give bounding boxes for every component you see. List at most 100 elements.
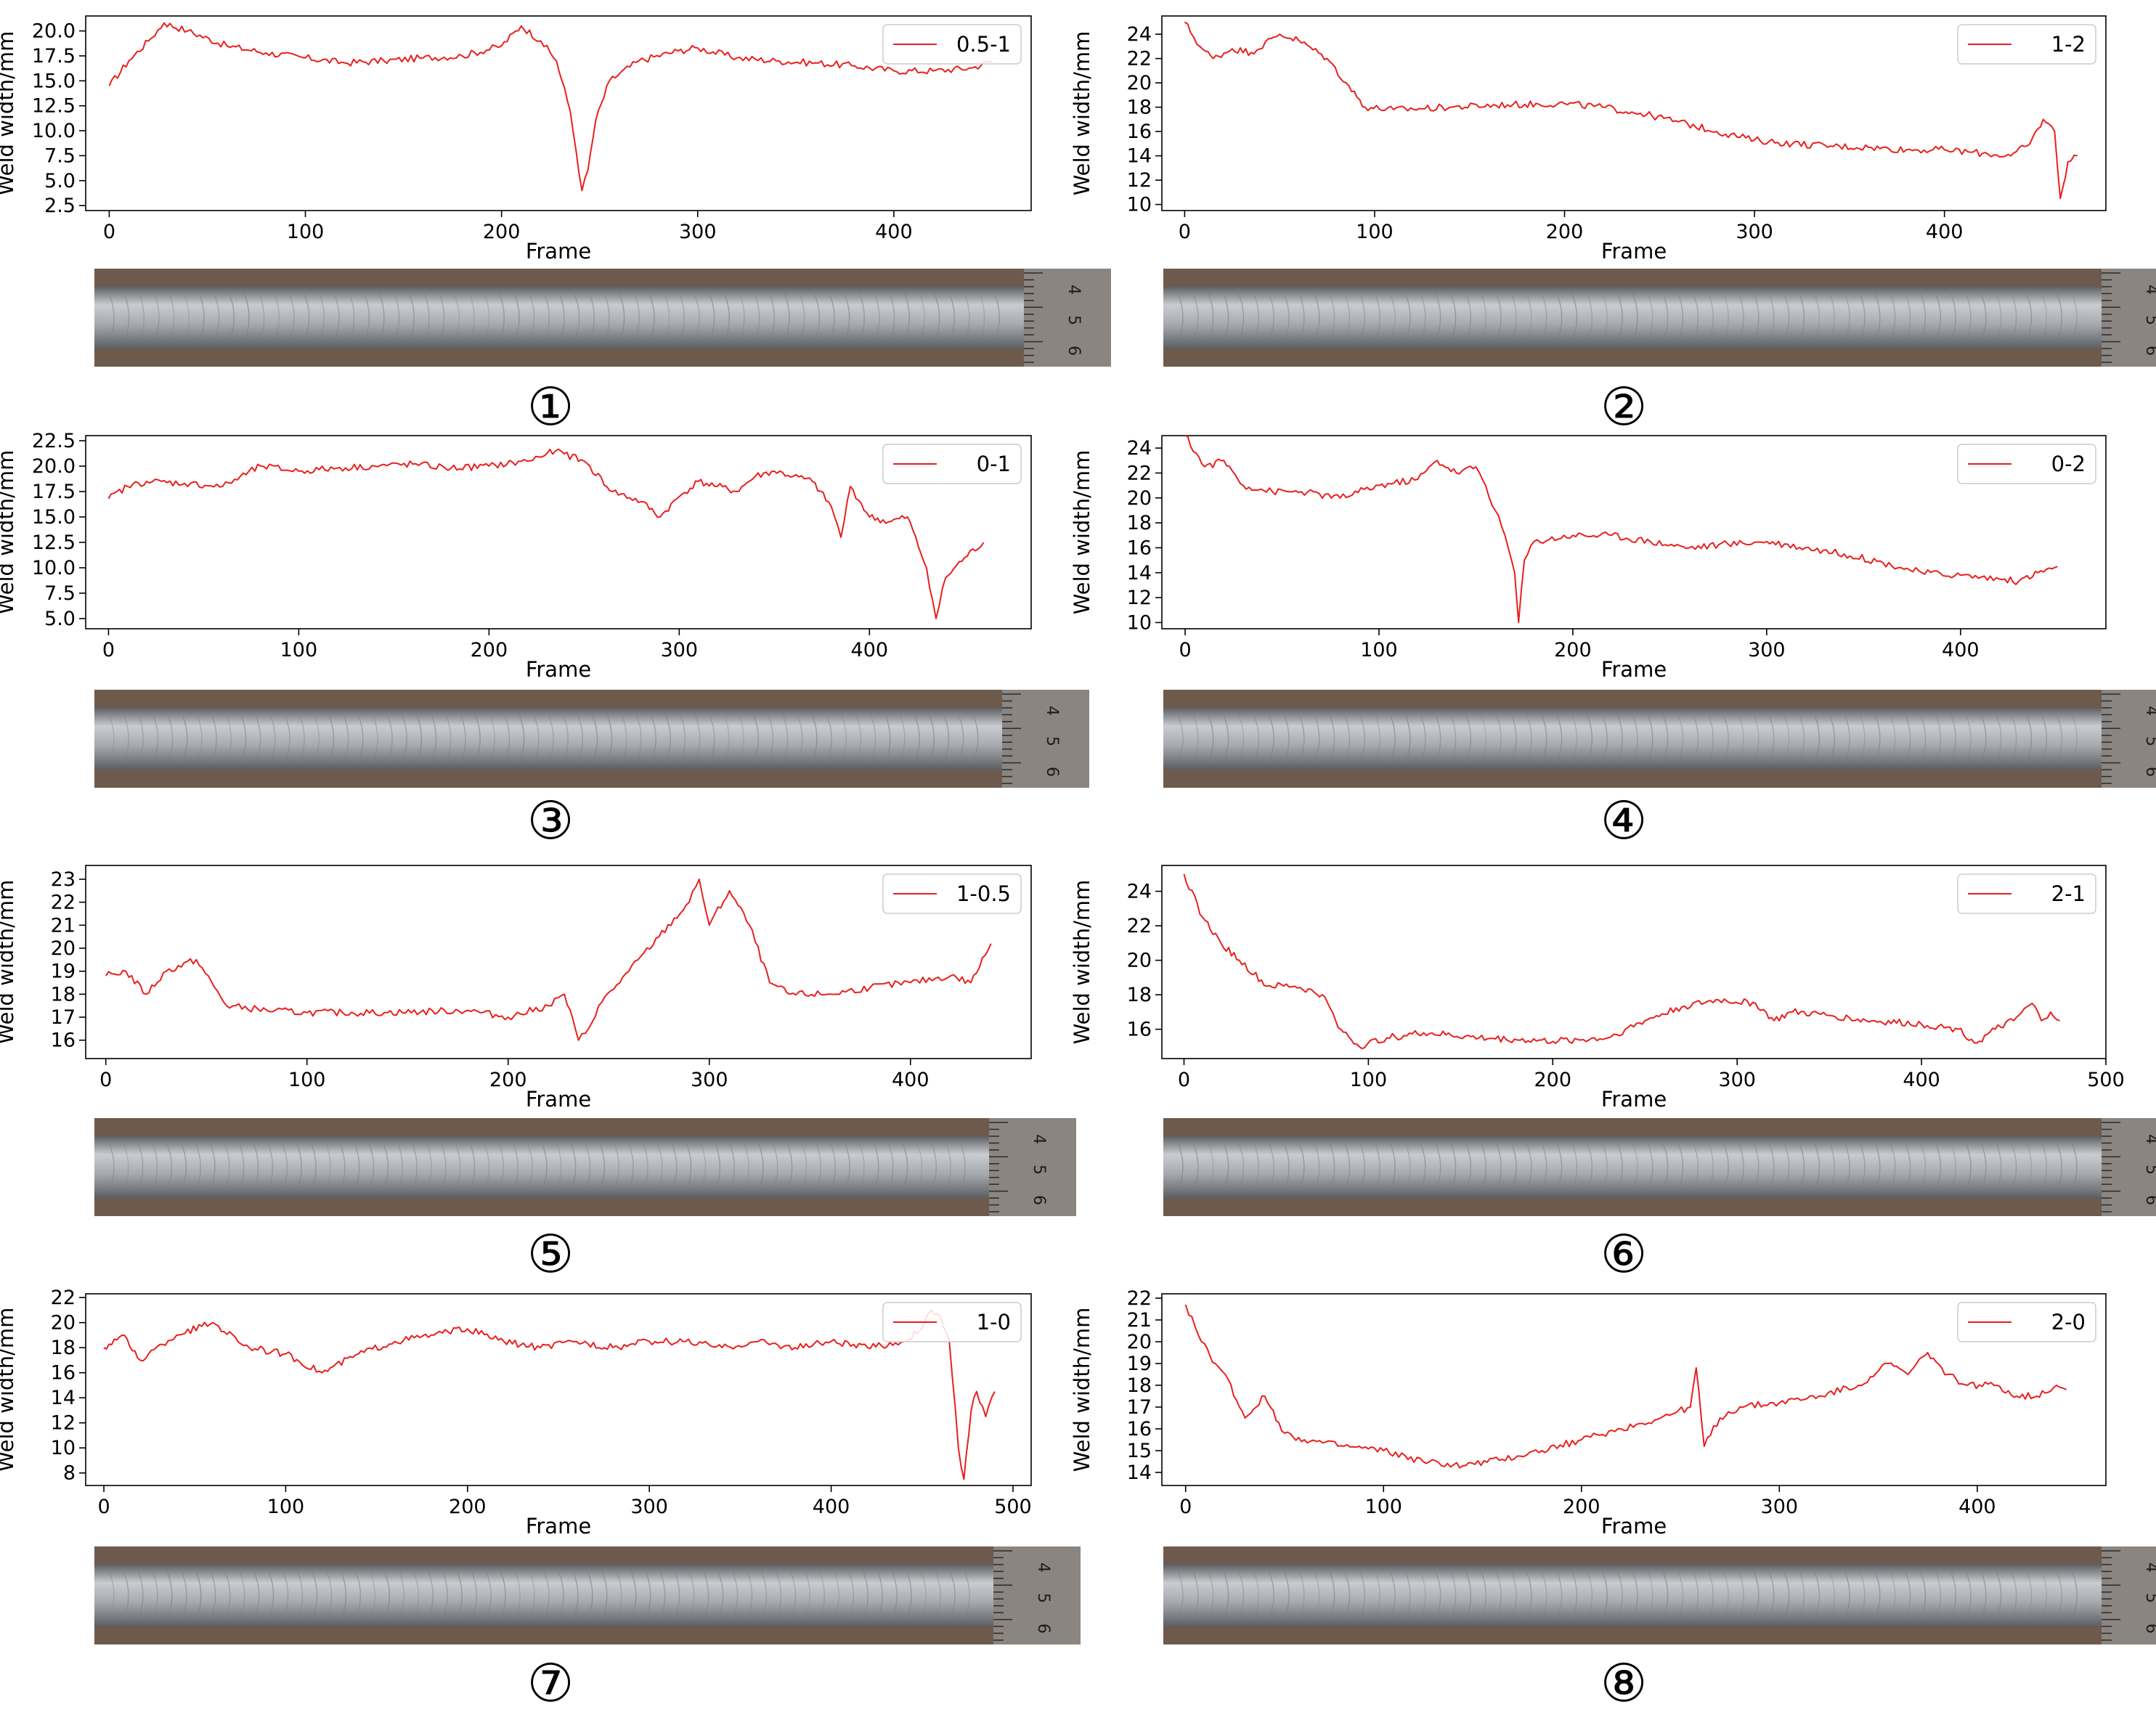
legend-box [882, 444, 1022, 484]
ruler-mark: 5 [2142, 1593, 2156, 1603]
x-axis-label: Frame [526, 1514, 591, 1538]
plot-frame [85, 435, 1032, 629]
y-tick-label: 16 [51, 1030, 76, 1052]
ruler-mark: 4 [1034, 1562, 1052, 1573]
y-tick-label: 18 [1127, 984, 1152, 1006]
y-tick-label: 16 [1127, 1418, 1152, 1440]
y-tick-label: 7.5 [44, 144, 76, 167]
ruler-mark: 6 [1065, 346, 1083, 356]
y-tick-label: 22 [51, 1287, 76, 1309]
weld-bead [94, 1136, 989, 1199]
y-tick-label: 22 [51, 892, 76, 914]
ruler-mark: 4 [1065, 285, 1083, 295]
ruler-mark: 5 [2142, 315, 2156, 325]
ruler [2102, 1546, 2156, 1644]
x-tick-label: 200 [1563, 1496, 1600, 1518]
series-line [1184, 435, 2058, 624]
x-tick-label: 100 [288, 1069, 326, 1091]
y-tick-label: 20 [51, 937, 76, 960]
x-tick-label: 300 [1718, 1069, 1756, 1091]
chart-6: 0 100 200 300 400 500 16 18 20 22 24 Frame Weld widt… [1070, 865, 2125, 1112]
legend-box [1957, 873, 2096, 914]
y-tick-label: 17.5 [32, 45, 76, 68]
legend: 2-0 [1957, 1302, 2096, 1342]
x-tick-label: 300 [630, 1496, 668, 1518]
x-tick-label: 300 [1748, 639, 1786, 661]
x-tick-label: 200 [1554, 639, 1592, 661]
legend-label: 1-2 [2051, 32, 2086, 57]
ruler [989, 1118, 1076, 1216]
ruler-mark: 5 [2142, 1165, 2156, 1175]
x-tick-label: 300 [661, 639, 699, 661]
x-tick-label: 300 [679, 221, 717, 243]
x-tick-label: 200 [483, 221, 521, 243]
y-tick-label: 16 [1127, 121, 1152, 143]
plot-frame [1161, 1293, 2107, 1486]
x-tick-label: 300 [1761, 1496, 1799, 1518]
y-tick-label: 16 [51, 1362, 76, 1385]
y-tick-label: 22 [1127, 1287, 1152, 1310]
y-tick-label: 18 [51, 983, 76, 1006]
y-tick-label: 12 [1127, 587, 1152, 609]
x-tick-label: 200 [1546, 221, 1584, 243]
plot-frame [1161, 865, 2107, 1059]
y-tick-label: 10 [1127, 611, 1152, 634]
x-tick-label: 400 [1958, 1496, 1996, 1518]
ruler-mark: 5 [1043, 736, 1061, 746]
y-tick-label: 24 [1127, 23, 1152, 46]
y-tick-label: 17 [1127, 1396, 1152, 1419]
y-tick-label: 22.5 [32, 430, 76, 452]
ruler-mark: 5 [2142, 736, 2156, 746]
chart-3: 0 100 200 300 400 5.0 7.5 10.0 12.515.0 17.5 20.0 2… [0, 430, 1032, 682]
x-tick-label: 0 [103, 221, 115, 243]
plot-frame [85, 15, 1032, 211]
ruler [1002, 690, 1089, 788]
ruler [2102, 690, 2156, 788]
legend-label: 1-0.5 [956, 881, 1011, 906]
y-tick-label: 24 [1127, 437, 1152, 460]
y-tick-label: 16 [1127, 1019, 1152, 1041]
x-tick-label: 400 [1942, 639, 1980, 661]
x-axis-label: Frame [526, 657, 591, 682]
legend: 1-0.5 [882, 873, 1022, 914]
weld-bead [1163, 1136, 2102, 1199]
ruler-mark: 5 [1030, 1165, 1048, 1175]
y-tick-label: 24 [1127, 881, 1152, 903]
x-axis-label: Frame [1601, 1514, 1667, 1538]
legend: 0.5-1 [882, 24, 1022, 65]
x-tick-label: 200 [449, 1496, 487, 1518]
y-tick-label: 12 [51, 1412, 76, 1435]
x-axis-label: Frame [526, 1087, 591, 1112]
y-tick-label: 14 [51, 1387, 76, 1409]
weld-bead [1163, 1564, 2102, 1627]
y-tick-label: 14 [1127, 1462, 1152, 1484]
x-tick-label: 300 [1736, 221, 1773, 243]
y-axis-label: Weld width/mm [1070, 450, 1094, 615]
x-tick-label: 100 [287, 221, 325, 243]
ruler-mark: 4 [2142, 1562, 2156, 1573]
legend-label: 1-0 [977, 1310, 1011, 1334]
weld-photo: 4 5 6 [1163, 269, 2156, 367]
panel-number-label: ② [1600, 376, 1648, 437]
x-tick-label: 400 [851, 639, 889, 661]
y-tick-label: 17 [51, 1006, 76, 1029]
weld-photo: 4 5 6 [94, 1118, 1076, 1216]
y-tick-label: 8 [63, 1462, 76, 1485]
series-line [103, 1309, 996, 1480]
x-tick-label: 100 [1364, 1496, 1402, 1518]
legend-box [1957, 444, 2096, 484]
y-axis-label: Weld width/mm [1070, 880, 1094, 1045]
x-tick-label: 0 [1179, 221, 1191, 243]
x-axis-label: Frame [1601, 239, 1667, 264]
ruler-mark: 6 [1043, 767, 1061, 777]
weld-photo: 4 5 6 [94, 1546, 1081, 1644]
x-tick-label: 400 [1926, 221, 1964, 243]
x-tick-label: 0 [99, 1069, 112, 1091]
x-tick-label: 400 [813, 1496, 850, 1518]
y-tick-label: 12 [1127, 169, 1152, 192]
ruler-mark: 6 [2142, 1623, 2156, 1634]
x-tick-label: 0 [1179, 1496, 1192, 1518]
weld-photo: 4 5 6 [94, 690, 1089, 788]
